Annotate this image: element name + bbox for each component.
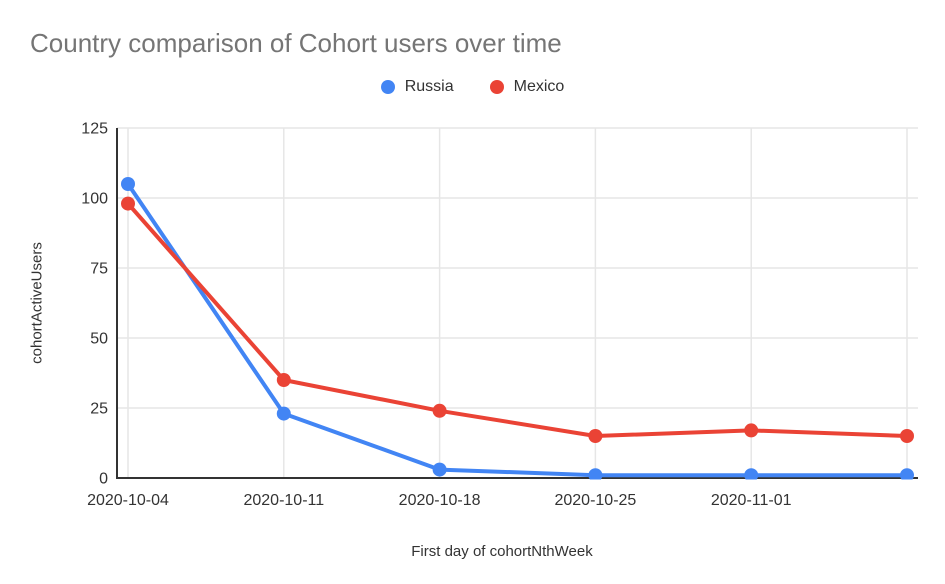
legend-dot-mexico-icon xyxy=(489,80,504,94)
series-russia xyxy=(121,177,914,480)
y-tick-label: 0 xyxy=(99,471,108,488)
x-axis-title: First day of cohortNthWeek xyxy=(411,543,593,560)
data-point-mexico xyxy=(276,373,291,387)
legend-item-mexico: Mexico xyxy=(489,78,565,96)
x-tick-label: 2020-10-11 xyxy=(243,492,324,509)
data-point-russia xyxy=(744,468,759,480)
y-tick-label: 50 xyxy=(90,331,108,348)
series-line-mexico xyxy=(126,202,908,438)
data-point-russia xyxy=(900,468,914,480)
data-point-russia xyxy=(432,462,447,477)
x-tick-label: 2020-10-04 xyxy=(87,492,169,509)
data-point-mexico xyxy=(432,403,447,418)
legend-label-russia: Russia xyxy=(404,78,454,95)
x-tick-label: 2020-11-01 xyxy=(711,492,792,509)
y-tick-label: 100 xyxy=(81,191,108,208)
y-tick-label: 125 xyxy=(81,121,108,138)
data-point-russia xyxy=(121,177,135,191)
data-point-mexico xyxy=(744,423,759,438)
series-line-russia xyxy=(126,182,907,478)
data-point-mexico xyxy=(121,196,135,211)
legend: Russia Mexico xyxy=(0,78,945,96)
data-point-russia xyxy=(588,468,603,480)
y-tick-label: 25 xyxy=(90,401,108,418)
data-point-russia xyxy=(276,406,291,421)
data-point-mexico xyxy=(900,429,914,443)
series-mexico xyxy=(121,196,914,443)
chart-title: Country comparison of Cohort users over … xyxy=(30,28,562,58)
x-tick-label: 2020-10-18 xyxy=(399,492,481,509)
x-tick-label: 2020-10-25 xyxy=(554,492,636,509)
legend-label-mexico: Mexico xyxy=(513,78,565,95)
data-point-mexico xyxy=(588,429,603,443)
legend-dot-russia-icon xyxy=(380,80,395,94)
legend-item-russia: Russia xyxy=(380,78,454,96)
y-tick-label: 75 xyxy=(90,261,108,278)
